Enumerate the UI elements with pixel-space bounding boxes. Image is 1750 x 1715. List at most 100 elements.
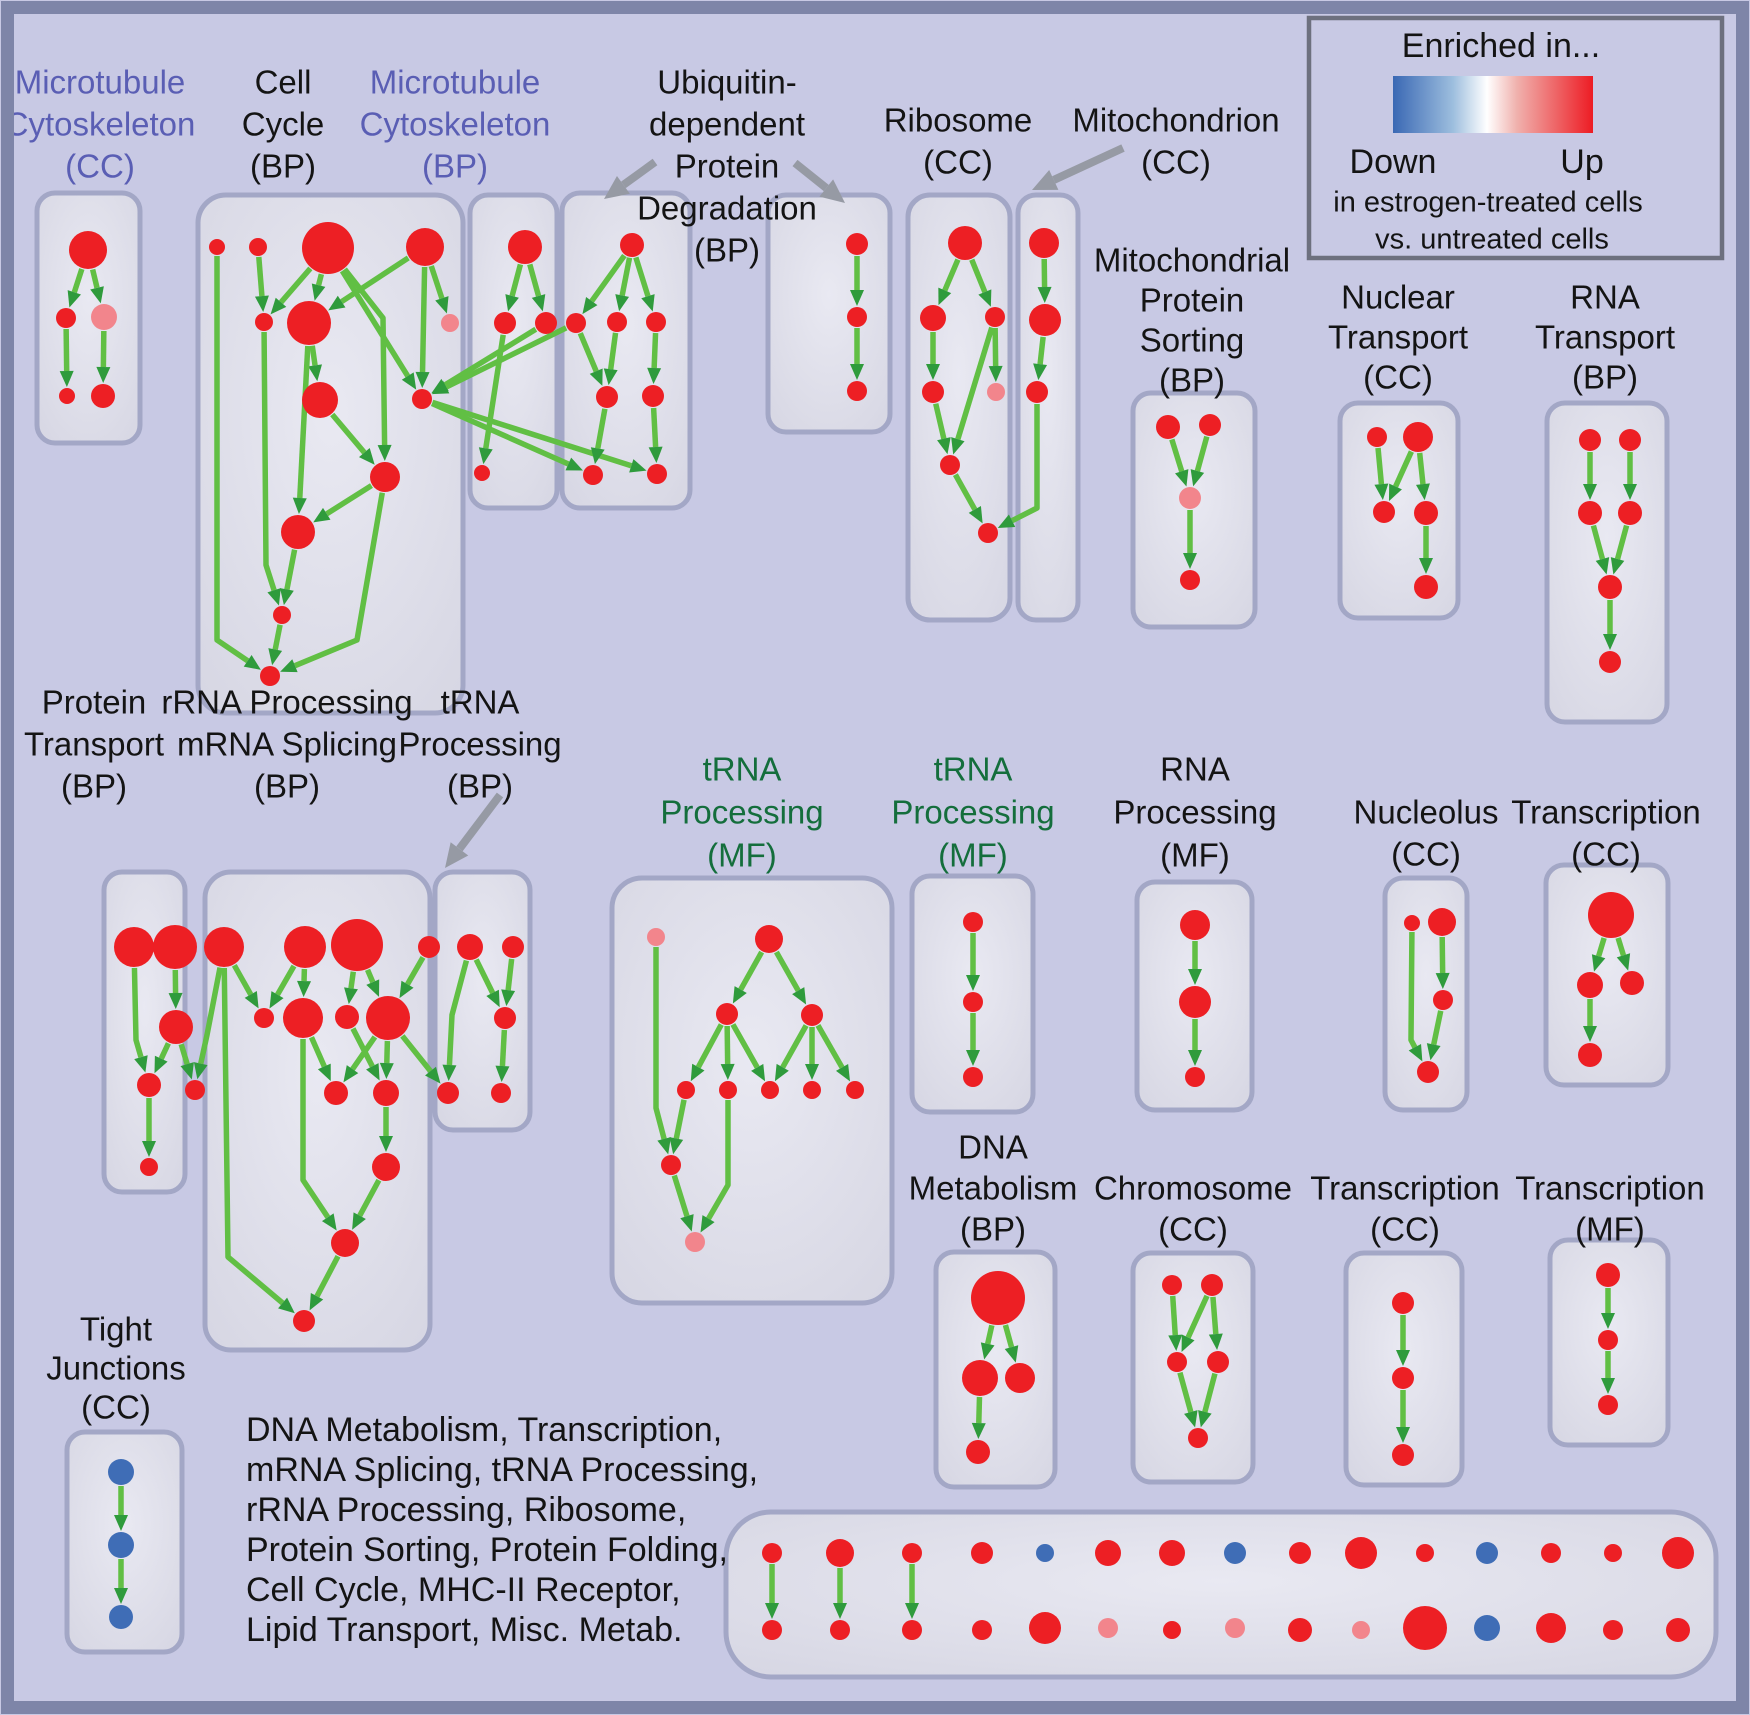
edge-line [1393, 450, 1414, 488]
cluster-label-line: Mitochondrion [1072, 102, 1279, 139]
edge-line [308, 1036, 327, 1068]
edge-arrowhead-icon [980, 1342, 995, 1360]
go-term-node-H2 [1403, 422, 1433, 452]
cluster-box-H [1337, 400, 1461, 621]
edge-K1-K13 [221, 967, 295, 1314]
edge-line [505, 958, 515, 991]
edge-arrowhead-icon [805, 1064, 819, 1080]
edge-line [272, 624, 283, 651]
legend-up-label: Up [1560, 143, 1603, 181]
edge-E6-E7 [952, 473, 983, 524]
edge-arrowhead-icon [1408, 1043, 1423, 1062]
go-term-node-X13t [1541, 1543, 1561, 1563]
cluster-label-line: Cell [255, 64, 312, 101]
edge-arrowhead-icon [647, 367, 662, 385]
edge-arrowhead-icon [732, 986, 747, 1004]
go-term-node-X9t [1289, 1542, 1311, 1564]
edge-B1-B13 [214, 256, 261, 670]
go-term-node-I5 [1598, 575, 1622, 599]
edge-arrowhead-icon [1190, 469, 1205, 487]
edge-arrowhead-icon [792, 987, 807, 1005]
edge-arrowhead-icon [180, 1062, 194, 1080]
go-term-node-C1 [508, 230, 542, 264]
cluster-label-mitochondrion: Mitochondrion (CC) [1072, 102, 1279, 181]
label-pointer-arrow-2 [792, 159, 845, 203]
cluster-label-line: (BP) [694, 232, 760, 269]
go-term-node-E2 [920, 305, 946, 331]
edge-K1-K5 [231, 963, 259, 1009]
edge-D5-D7 [590, 408, 608, 465]
edge-line [1169, 438, 1185, 473]
edge-R1-R2 [980, 1324, 995, 1360]
edge-line [158, 1042, 171, 1060]
edge-line [671, 1174, 690, 1218]
edge-arrowhead-icon [997, 514, 1016, 529]
cluster-label-cell-cycle: Cell Cycle (BP) [242, 64, 325, 185]
go-term-node-M8 [803, 1081, 821, 1099]
edge-arrowhead-icon [193, 1062, 208, 1080]
cluster-label-rrna-mrna: rRNA Processing mRNA Splicing (BP) [161, 684, 412, 805]
edge-E1-E2 [938, 258, 961, 306]
edge-D3-D5 [603, 332, 619, 386]
cluster-label-trna-bp: tRNA Processing (BP) [398, 684, 561, 805]
edge-line [330, 412, 367, 455]
go-term-node-S4 [1207, 1351, 1229, 1373]
edge-B3-B5 [270, 266, 313, 315]
pointer-line [792, 159, 829, 192]
edge-arrowhead-icon [615, 294, 630, 312]
cluster-label-line: rRNA Processing [161, 684, 412, 721]
cluster-label-line: (MF) [707, 837, 777, 874]
go-term-node-R2 [962, 1360, 998, 1396]
cluster-box-S [1130, 1250, 1256, 1485]
go-term-node-C3 [535, 312, 557, 334]
edge-J3-J4 [154, 1042, 171, 1074]
cluster-label-transcription-cc-mid: Transcription (CC) [1511, 794, 1701, 873]
edge-K10-K11 [379, 1107, 393, 1152]
edge-C1-C3 [527, 263, 546, 312]
go-term-node-X6b [1098, 1618, 1118, 1638]
edge-arrowhead-icon [366, 979, 380, 997]
go-term-node-M9 [846, 1081, 864, 1099]
edge-F2-F3 [1033, 336, 1048, 381]
edge-arrowhead-icon [565, 457, 583, 471]
cluster-label-line: (CC) [1391, 836, 1461, 873]
go-term-node-M10 [661, 1155, 681, 1175]
go-term-node-X12b [1474, 1615, 1500, 1641]
edge-M4-M8 [805, 1027, 819, 1080]
edge-line [309, 345, 318, 366]
go-term-node-K12 [331, 1229, 359, 1257]
edge-line [350, 1027, 375, 1068]
edge-arrowhead-icon [442, 1064, 457, 1082]
edge-E1-E3 [969, 258, 992, 307]
edge-H4-H5 [1419, 526, 1433, 574]
edge-M1-M10 [653, 947, 671, 1155]
cluster-label-line: Degradation [637, 190, 817, 227]
edge-line [1416, 452, 1426, 485]
edge-arrowhead-icon [435, 296, 449, 314]
go-term-node-X15t [1662, 1537, 1694, 1569]
go-term-node-T1 [1392, 1292, 1414, 1314]
go-term-node-H3 [1373, 501, 1395, 523]
go-term-node-X10b [1352, 1621, 1370, 1639]
edge-arrowhead-icon [700, 1215, 715, 1233]
edge-arrowhead-icon [1591, 954, 1606, 972]
edge-arrowhead-icon [1396, 1350, 1410, 1366]
edge-arrowhead-icon [648, 446, 663, 464]
edge-line [300, 1039, 331, 1219]
go-term-node-A2 [56, 308, 76, 328]
go-term-node-J2 [153, 925, 197, 969]
go-term-node-A5 [91, 384, 115, 408]
edge-line [773, 950, 801, 992]
edge-K1-J5 [193, 967, 223, 1080]
edge-arrowhead-icon [1004, 1345, 1019, 1363]
legend: Enriched in... Down Up in estrogen-treated … [1306, 15, 1725, 261]
go-term-node-J4 [137, 1073, 161, 1097]
edge-arrowhead-icon [1623, 484, 1637, 500]
cluster-label-protein-transport: Protein Transport (BP) [24, 684, 164, 805]
edge-A2-A4 [59, 328, 74, 388]
edge-line [278, 266, 313, 305]
edge-arrowhead-icon [1416, 483, 1430, 501]
